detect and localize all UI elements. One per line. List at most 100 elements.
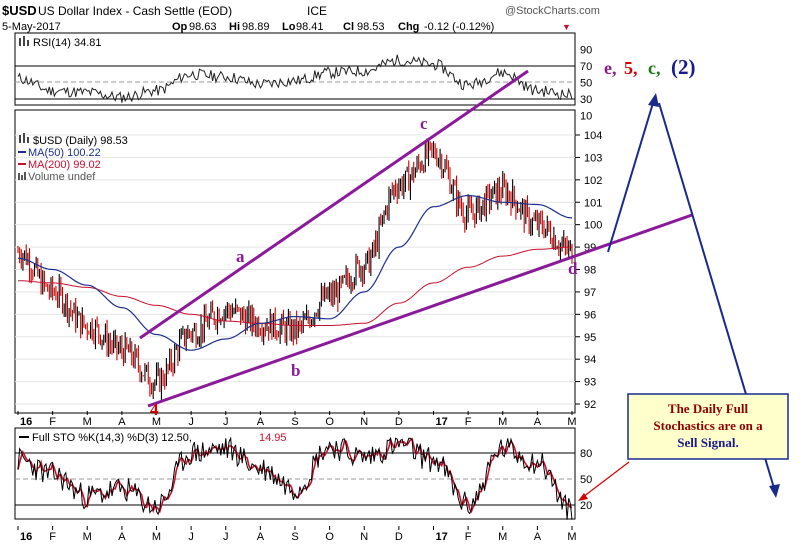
x-axis-bottom-label: M: [152, 531, 161, 543]
high-label: Hi: [229, 21, 240, 33]
upper-trendline: [139, 69, 529, 340]
wave-d-label: d: [568, 259, 578, 278]
sto-panel-frame: [14, 427, 576, 520]
wave-e-label: e,: [604, 58, 617, 78]
x-axis-top-label: A: [534, 416, 542, 428]
x-axis-top-label: N: [360, 416, 368, 428]
rsi-tick-label: 30: [580, 94, 592, 106]
rsi-tick-label: 50: [580, 78, 592, 90]
price-tick-label: 102: [584, 175, 602, 187]
x-axis-top-label: J: [223, 416, 229, 428]
price-tick-label: 104: [584, 130, 602, 142]
callout-line1: The Daily Full: [668, 401, 749, 416]
x-axis-top-label: A: [118, 416, 126, 428]
sto-label-d-value: 14.95: [259, 432, 287, 444]
price-tick-label: 95: [584, 332, 596, 344]
price-tick-label: 93: [584, 377, 596, 389]
wave-4-label: 4: [150, 400, 159, 419]
x-axis-top-label: S: [291, 416, 298, 428]
low-label: Lo: [282, 21, 296, 33]
price-tick-label: 94: [584, 354, 596, 366]
open-value: 98.63: [189, 21, 217, 33]
callout-pointer-arrowhead-icon: [578, 493, 588, 501]
wave-5-label: 5,: [624, 58, 638, 78]
price-legend: $USD (Daily) 98.53 MA(50) 100.22 MA(200)…: [18, 133, 128, 183]
up-arrowhead-icon: [648, 93, 659, 107]
wave-2-label: (2): [671, 55, 696, 79]
callout-box: [627, 393, 789, 460]
sto-tick-label: 20: [580, 500, 592, 512]
x-axis-bottom-label: M: [83, 531, 92, 543]
rsi-pane-icon: [19, 36, 29, 46]
x-axis-top: 16 F M A M J J A S O N D 17 F M A M: [17, 411, 577, 428]
ma200-line: [18, 246, 572, 326]
price-tick-label: 103: [584, 152, 602, 164]
callout-pointer-line: [582, 461, 630, 498]
x-axis-bottom-label: S: [291, 531, 298, 543]
close-label: Cl: [343, 21, 354, 33]
change-label: Chg: [398, 21, 419, 33]
wave-b-label: b: [291, 361, 300, 380]
x-axis-top-label: M: [498, 416, 507, 428]
rsi-axis: 90 70 50 30 10: [580, 45, 592, 123]
wave-a-label: a: [236, 247, 245, 266]
rsi-panel-frame: [14, 32, 576, 106]
price-tick-label: 100: [584, 220, 602, 232]
x-axis-top-label: M: [152, 416, 161, 428]
x-axis-bottom-label: J: [188, 531, 194, 543]
x-axis-bottom-label: A: [118, 531, 126, 543]
price-tick-label: 97: [584, 287, 596, 299]
x-axis-bottom-label: F: [465, 531, 472, 543]
price-tick-label: 96: [584, 309, 596, 321]
price-pane-icon: [19, 133, 29, 143]
x-axis-bottom-label: A: [534, 531, 542, 543]
x-axis-bottom-label: A: [257, 531, 265, 543]
x-axis-top-label: M: [567, 416, 576, 428]
x-axis-bottom-label: J: [223, 531, 229, 543]
legend-usd: $USD (Daily) 98.53: [33, 135, 128, 147]
change-value: -0.12 (-0.12%): [424, 21, 494, 33]
x-axis-bottom-label: N: [360, 531, 368, 543]
down-arrowhead-icon: [769, 484, 780, 498]
legend-volume-icon: [18, 172, 26, 180]
sell-signal-callout: The Daily Full Stochastics are on a Sell…: [627, 393, 789, 460]
open-label: Op: [172, 21, 188, 33]
x-axis-bottom-label: O: [325, 531, 334, 543]
sto-label: Full STO %K(14,3) %D(3) 12.50,: [32, 432, 192, 444]
x-axis-bottom-label: 16: [20, 531, 32, 543]
sto-k-line: [17, 436, 573, 520]
callout-line3: Sell Signal.: [677, 435, 738, 450]
up-arrow-line: [607, 102, 654, 253]
callout-line2: Stochastics are on a: [653, 418, 763, 433]
rsi-series-line: [17, 54, 573, 103]
wave-c-label: c: [420, 114, 428, 133]
rsi-tick-label: 70: [580, 61, 592, 73]
wave-c-alt-label: c,: [648, 58, 661, 78]
change-down-icon: ▼: [562, 22, 571, 32]
legend-volume: Volume undef: [28, 171, 96, 183]
sto-tick-label: 80: [580, 448, 592, 460]
x-axis-bottom: 16 F M A M J J A S O N D 17 F M A M: [17, 526, 577, 543]
ma50-line: [17, 194, 572, 351]
x-axis-top-label: 17: [436, 416, 448, 428]
x-axis-bottom-label: M: [498, 531, 507, 543]
exchange-label: ICE: [307, 4, 327, 18]
x-axis-top-label: F: [465, 416, 472, 428]
price-tick-label: 92: [584, 399, 596, 411]
rsi-tick-label: 90: [580, 45, 592, 57]
date-label: 5-May-2017: [2, 21, 61, 33]
legend-ma200: MA(200) 99.02: [28, 159, 101, 171]
index-name-label: US Dollar Index - Cash Settle (EOD): [38, 4, 232, 18]
x-axis-top-label: F: [49, 416, 56, 428]
symbol-label: $USD: [2, 3, 37, 18]
price-panel-frame: [14, 109, 576, 414]
x-axis-bottom-label: F: [49, 531, 56, 543]
x-axis-top-label: O: [325, 416, 334, 428]
price-bars: [17, 137, 573, 401]
x-axis-top-label: 16: [20, 416, 32, 428]
x-axis-bottom-label: M: [567, 531, 576, 543]
x-axis-top-label: D: [395, 416, 403, 428]
rsi-tick-label: 10: [580, 111, 592, 123]
